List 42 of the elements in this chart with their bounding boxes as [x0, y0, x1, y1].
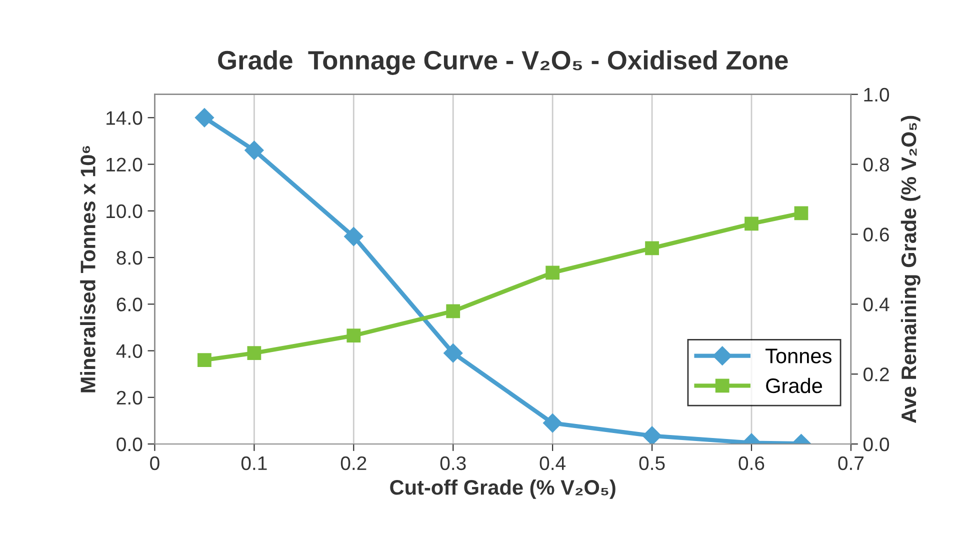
x-tick-label: 0.1 [241, 456, 267, 470]
x-tick-label: 0.7 [838, 456, 864, 470]
y-tick-label: 12.0 [106, 158, 142, 172]
point [645, 241, 659, 256]
y2-tick-label: 1.0 [864, 88, 890, 102]
point [194, 108, 214, 128]
y2-tick-label: 0.2 [864, 368, 889, 382]
point [543, 413, 562, 433]
point [744, 216, 758, 231]
point [546, 266, 560, 280]
x-tick-label: 0.3 [440, 456, 466, 470]
chart-title: Grade Tonnage Curve - V₂O₅ - Oxidised Zone [218, 50, 788, 75]
point [444, 344, 463, 363]
x-tick-label: 0.5 [639, 456, 665, 470]
y2-tick-label: 0.0 [864, 437, 890, 452]
point [198, 353, 212, 368]
y-tick-label: 4.0 [116, 344, 142, 358]
y2-axis-title: Ave Remaining Grade (% V₂O₅) [900, 116, 920, 423]
point [794, 206, 808, 220]
point [346, 328, 361, 343]
y2-tick-label: 0.6 [864, 228, 889, 242]
y2-tick-label: 0.4 [864, 298, 890, 312]
point [344, 227, 364, 246]
y-tick-label: 2.0 [116, 390, 142, 405]
y-tick-label: 14.0 [106, 111, 142, 125]
legend-label: Grade [766, 378, 822, 394]
y-tick-label: 6.0 [116, 298, 142, 312]
y2-tick-label: 0.8 [864, 158, 889, 172]
x-tick-label: 0.2 [340, 456, 366, 470]
x-axis-title: Cut-off Grade (% V₂O₅) [390, 479, 616, 499]
point [244, 140, 264, 160]
point [247, 346, 262, 360]
y-tick-label: 8.0 [116, 250, 142, 265]
x-tick-label: 0 [150, 456, 160, 470]
y-tick-label: 0.0 [116, 437, 142, 452]
y-axis-title: Mineralised Tonnes x 10⁶ [80, 146, 96, 392]
y-tick-label: 10.0 [106, 204, 142, 218]
legend-label: Tonnes [766, 348, 832, 364]
x-tick-label: 0.4 [540, 456, 566, 470]
point [642, 426, 662, 444]
point [446, 304, 460, 318]
x-tick-label: 0.6 [738, 456, 764, 470]
